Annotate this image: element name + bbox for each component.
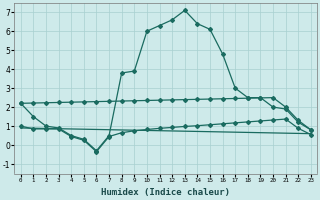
X-axis label: Humidex (Indice chaleur): Humidex (Indice chaleur) [101,188,230,197]
